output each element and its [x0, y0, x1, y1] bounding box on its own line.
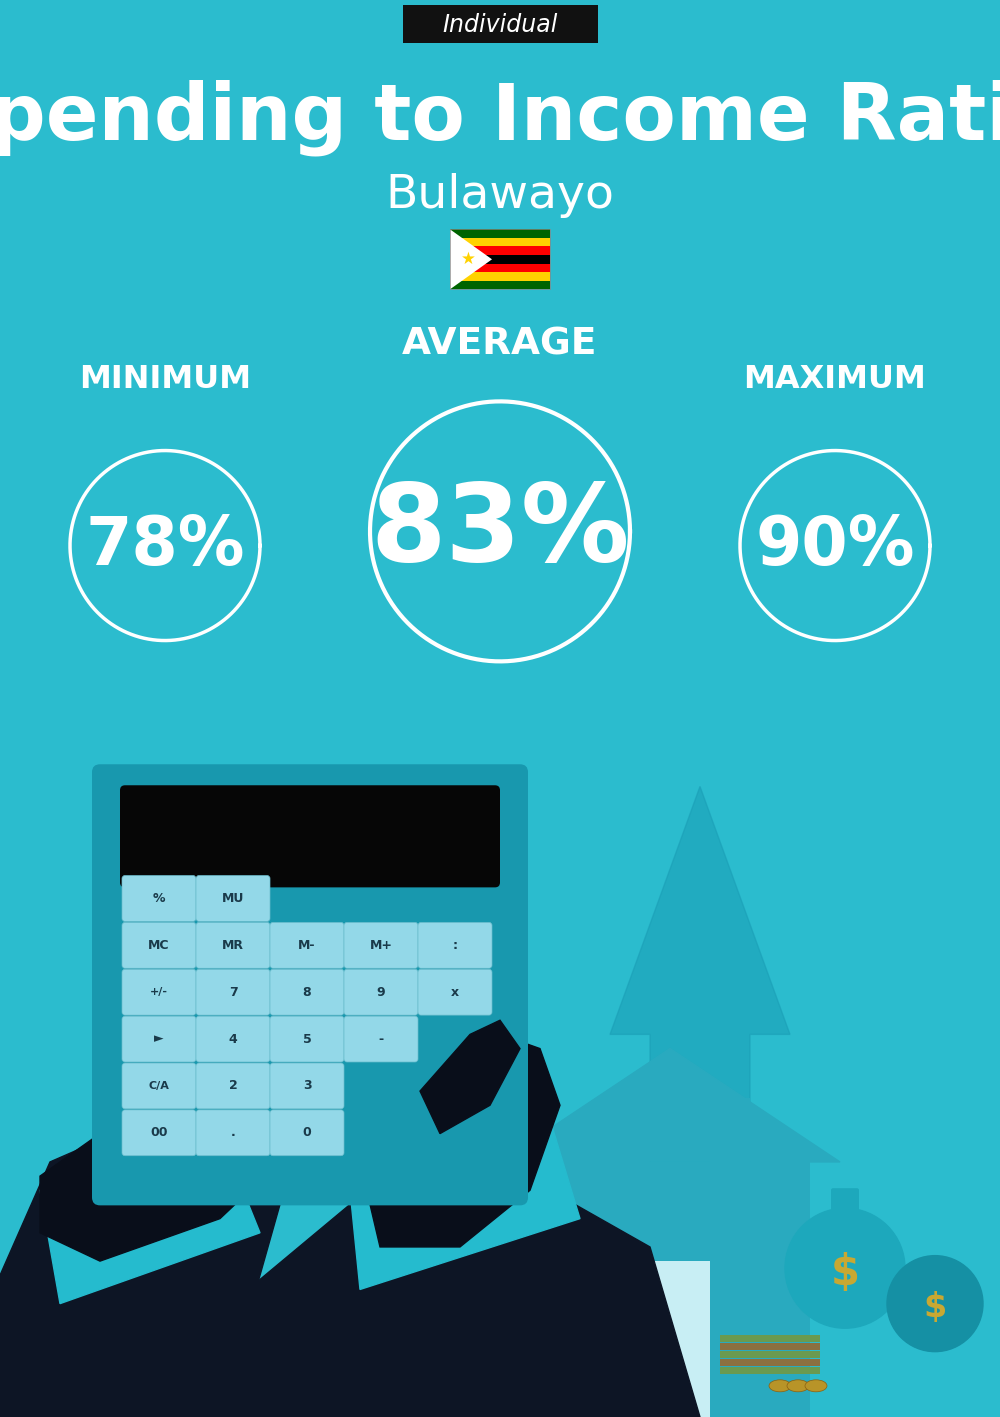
FancyBboxPatch shape — [196, 969, 270, 1015]
Polygon shape — [500, 1049, 840, 1162]
Text: AVERAGE: AVERAGE — [402, 326, 598, 363]
FancyBboxPatch shape — [196, 876, 270, 921]
Text: Spending to Income Ratio: Spending to Income Ratio — [0, 79, 1000, 156]
Text: 83%: 83% — [370, 479, 630, 584]
Text: 0: 0 — [303, 1127, 311, 1139]
FancyBboxPatch shape — [450, 238, 550, 247]
Text: 9: 9 — [377, 986, 385, 999]
Polygon shape — [360, 1034, 560, 1247]
Text: MU: MU — [222, 891, 244, 905]
Text: C/A: C/A — [149, 1081, 169, 1091]
Polygon shape — [180, 1162, 700, 1417]
Text: Bulawayo: Bulawayo — [386, 173, 614, 218]
Polygon shape — [380, 949, 560, 1247]
Polygon shape — [40, 1063, 280, 1261]
Ellipse shape — [805, 1380, 827, 1391]
Text: 00: 00 — [150, 1127, 168, 1139]
Text: 78%: 78% — [85, 513, 245, 578]
FancyBboxPatch shape — [720, 1367, 820, 1374]
FancyBboxPatch shape — [720, 1359, 820, 1366]
FancyBboxPatch shape — [122, 1016, 196, 1061]
Ellipse shape — [787, 1380, 809, 1391]
FancyBboxPatch shape — [120, 785, 500, 887]
Text: MC: MC — [148, 939, 170, 952]
FancyBboxPatch shape — [122, 922, 196, 968]
FancyBboxPatch shape — [122, 1110, 196, 1156]
Text: x: x — [451, 986, 459, 999]
Polygon shape — [420, 1020, 520, 1134]
Text: %: % — [153, 891, 165, 905]
Text: MR: MR — [222, 939, 244, 952]
Polygon shape — [610, 786, 790, 1389]
FancyBboxPatch shape — [450, 264, 550, 272]
Text: 4: 4 — [229, 1033, 237, 1046]
FancyBboxPatch shape — [710, 1098, 750, 1169]
FancyBboxPatch shape — [418, 969, 492, 1015]
FancyBboxPatch shape — [196, 1016, 270, 1061]
Text: 2: 2 — [229, 1080, 237, 1093]
Text: MAXIMUM: MAXIMUM — [744, 364, 926, 395]
Text: 8: 8 — [303, 986, 311, 999]
FancyBboxPatch shape — [402, 6, 598, 43]
Text: -: - — [378, 1033, 384, 1046]
FancyBboxPatch shape — [270, 922, 344, 968]
Circle shape — [887, 1255, 983, 1352]
Text: M+: M+ — [370, 939, 392, 952]
Text: +/-: +/- — [150, 988, 168, 998]
FancyBboxPatch shape — [831, 1189, 859, 1212]
Text: 90%: 90% — [755, 513, 915, 578]
Text: ►: ► — [154, 1033, 164, 1046]
Text: MINIMUM: MINIMUM — [79, 364, 251, 395]
FancyBboxPatch shape — [270, 969, 344, 1015]
FancyBboxPatch shape — [196, 1110, 270, 1156]
Polygon shape — [450, 230, 492, 289]
Circle shape — [785, 1209, 905, 1328]
Text: 5: 5 — [303, 1033, 311, 1046]
FancyBboxPatch shape — [720, 1352, 820, 1359]
Text: $: $ — [830, 1253, 860, 1294]
FancyBboxPatch shape — [122, 1063, 196, 1110]
Text: 7: 7 — [229, 986, 237, 999]
FancyBboxPatch shape — [344, 1016, 418, 1061]
Text: ★: ★ — [461, 251, 475, 268]
Polygon shape — [40, 1134, 260, 1304]
FancyBboxPatch shape — [270, 1063, 344, 1110]
FancyBboxPatch shape — [344, 969, 418, 1015]
FancyBboxPatch shape — [720, 1343, 820, 1350]
Text: Individual: Individual — [442, 13, 558, 37]
FancyBboxPatch shape — [418, 922, 492, 968]
FancyBboxPatch shape — [270, 1016, 344, 1061]
FancyBboxPatch shape — [635, 1261, 710, 1417]
FancyBboxPatch shape — [92, 764, 528, 1206]
FancyBboxPatch shape — [450, 281, 550, 289]
Text: 3: 3 — [303, 1080, 311, 1093]
FancyBboxPatch shape — [196, 1063, 270, 1110]
Text: :: : — [452, 939, 458, 952]
FancyBboxPatch shape — [344, 922, 418, 968]
FancyBboxPatch shape — [122, 969, 196, 1015]
FancyBboxPatch shape — [450, 230, 550, 238]
Text: M-: M- — [298, 939, 316, 952]
FancyBboxPatch shape — [450, 247, 550, 255]
Text: $: $ — [923, 1291, 947, 1323]
FancyBboxPatch shape — [450, 255, 550, 264]
FancyBboxPatch shape — [530, 1162, 810, 1417]
Polygon shape — [350, 1119, 580, 1289]
Ellipse shape — [769, 1380, 791, 1391]
FancyBboxPatch shape — [450, 272, 550, 281]
Polygon shape — [0, 1105, 280, 1417]
FancyBboxPatch shape — [720, 1335, 820, 1342]
FancyBboxPatch shape — [196, 922, 270, 968]
FancyBboxPatch shape — [122, 876, 196, 921]
FancyBboxPatch shape — [270, 1110, 344, 1156]
Text: .: . — [231, 1127, 235, 1139]
